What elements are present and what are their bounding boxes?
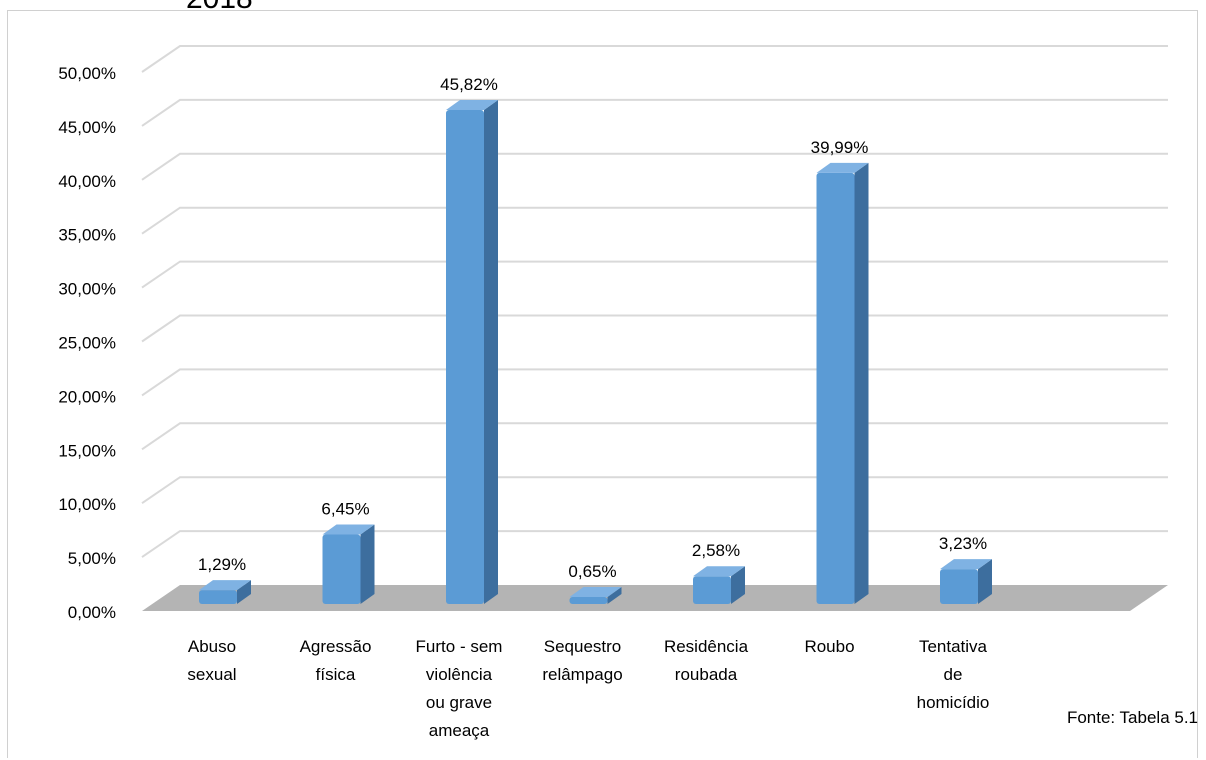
data-label: 6,45% bbox=[321, 499, 369, 518]
gridline bbox=[141, 314, 1168, 343]
y-tick-label: 25,00% bbox=[58, 334, 116, 353]
gridline bbox=[141, 368, 1168, 397]
bar bbox=[199, 590, 237, 604]
bar-side bbox=[607, 586, 622, 604]
chart-title-fragment: 2018 bbox=[186, 0, 253, 16]
bar-top bbox=[446, 100, 498, 111]
x-tick-label: Sequestro bbox=[544, 637, 622, 656]
x-tick-label: Agressão bbox=[300, 637, 372, 656]
y-tick-label: 50,00% bbox=[58, 64, 116, 83]
chart-frame bbox=[7, 10, 1198, 758]
bar bbox=[569, 596, 608, 604]
data-label: 45,82% bbox=[440, 75, 498, 94]
x-tick-label: Roubo bbox=[804, 637, 854, 656]
y-tick-label: 5,00% bbox=[68, 549, 116, 568]
y-tick-label: 20,00% bbox=[58, 387, 116, 406]
x-tick-label: de bbox=[944, 665, 963, 684]
bar-top bbox=[940, 559, 992, 570]
x-tick-label: Abuso bbox=[188, 637, 236, 656]
source-note: Fonte: Tabela 5.1 bbox=[1066, 708, 1198, 727]
data-label: 1,29% bbox=[198, 555, 246, 574]
gridline bbox=[141, 98, 1168, 127]
x-tick-label: ou grave bbox=[426, 693, 492, 712]
bar bbox=[693, 576, 731, 604]
x-tick-label: sexual bbox=[187, 665, 236, 684]
bar bbox=[322, 534, 361, 604]
y-tick-label: 30,00% bbox=[58, 280, 116, 299]
bar-top bbox=[322, 524, 375, 535]
bar-side bbox=[360, 524, 375, 604]
gridline bbox=[141, 206, 1168, 235]
x-tick-label: relâmpago bbox=[542, 665, 622, 684]
bar-side bbox=[854, 162, 869, 604]
data-label: 3,23% bbox=[939, 534, 987, 553]
x-tick-label: ameaça bbox=[429, 721, 490, 740]
bar-side bbox=[731, 566, 745, 604]
y-tick-label: 40,00% bbox=[58, 172, 116, 191]
bar-top bbox=[693, 566, 745, 577]
y-tick-label: 45,00% bbox=[58, 118, 116, 137]
gridline bbox=[141, 45, 1168, 73]
gridline bbox=[141, 530, 1168, 558]
y-tick-label: 35,00% bbox=[58, 226, 116, 245]
x-tick-label: física bbox=[316, 665, 356, 684]
bar-side bbox=[978, 559, 992, 604]
y-tick-label: 15,00% bbox=[58, 441, 116, 460]
gridline bbox=[141, 422, 1168, 451]
bar-top bbox=[816, 162, 869, 173]
x-tick-label: violência bbox=[426, 665, 493, 684]
y-tick-label: 10,00% bbox=[58, 495, 116, 514]
gridline bbox=[141, 260, 1168, 289]
data-label: 39,99% bbox=[811, 138, 869, 157]
bar bbox=[446, 110, 484, 605]
bar-top bbox=[569, 586, 622, 597]
data-label: 0,65% bbox=[568, 562, 616, 581]
bar bbox=[940, 569, 978, 604]
bar-top bbox=[199, 580, 251, 591]
y-tick-label: 0,00% bbox=[68, 603, 116, 622]
bar bbox=[816, 172, 855, 604]
x-tick-label: roubada bbox=[675, 665, 738, 684]
chart-floor bbox=[142, 585, 1168, 611]
bar-side bbox=[237, 580, 251, 604]
x-tick-label: Tentativa bbox=[919, 637, 988, 656]
x-tick-label: Furto - sem bbox=[416, 637, 503, 656]
bar-side bbox=[484, 100, 498, 605]
x-tick-label: homicídio bbox=[917, 693, 990, 712]
data-label: 2,58% bbox=[692, 541, 740, 560]
gridline bbox=[141, 476, 1168, 505]
x-tick-label: Residência bbox=[664, 637, 749, 656]
gridline bbox=[141, 152, 1168, 181]
